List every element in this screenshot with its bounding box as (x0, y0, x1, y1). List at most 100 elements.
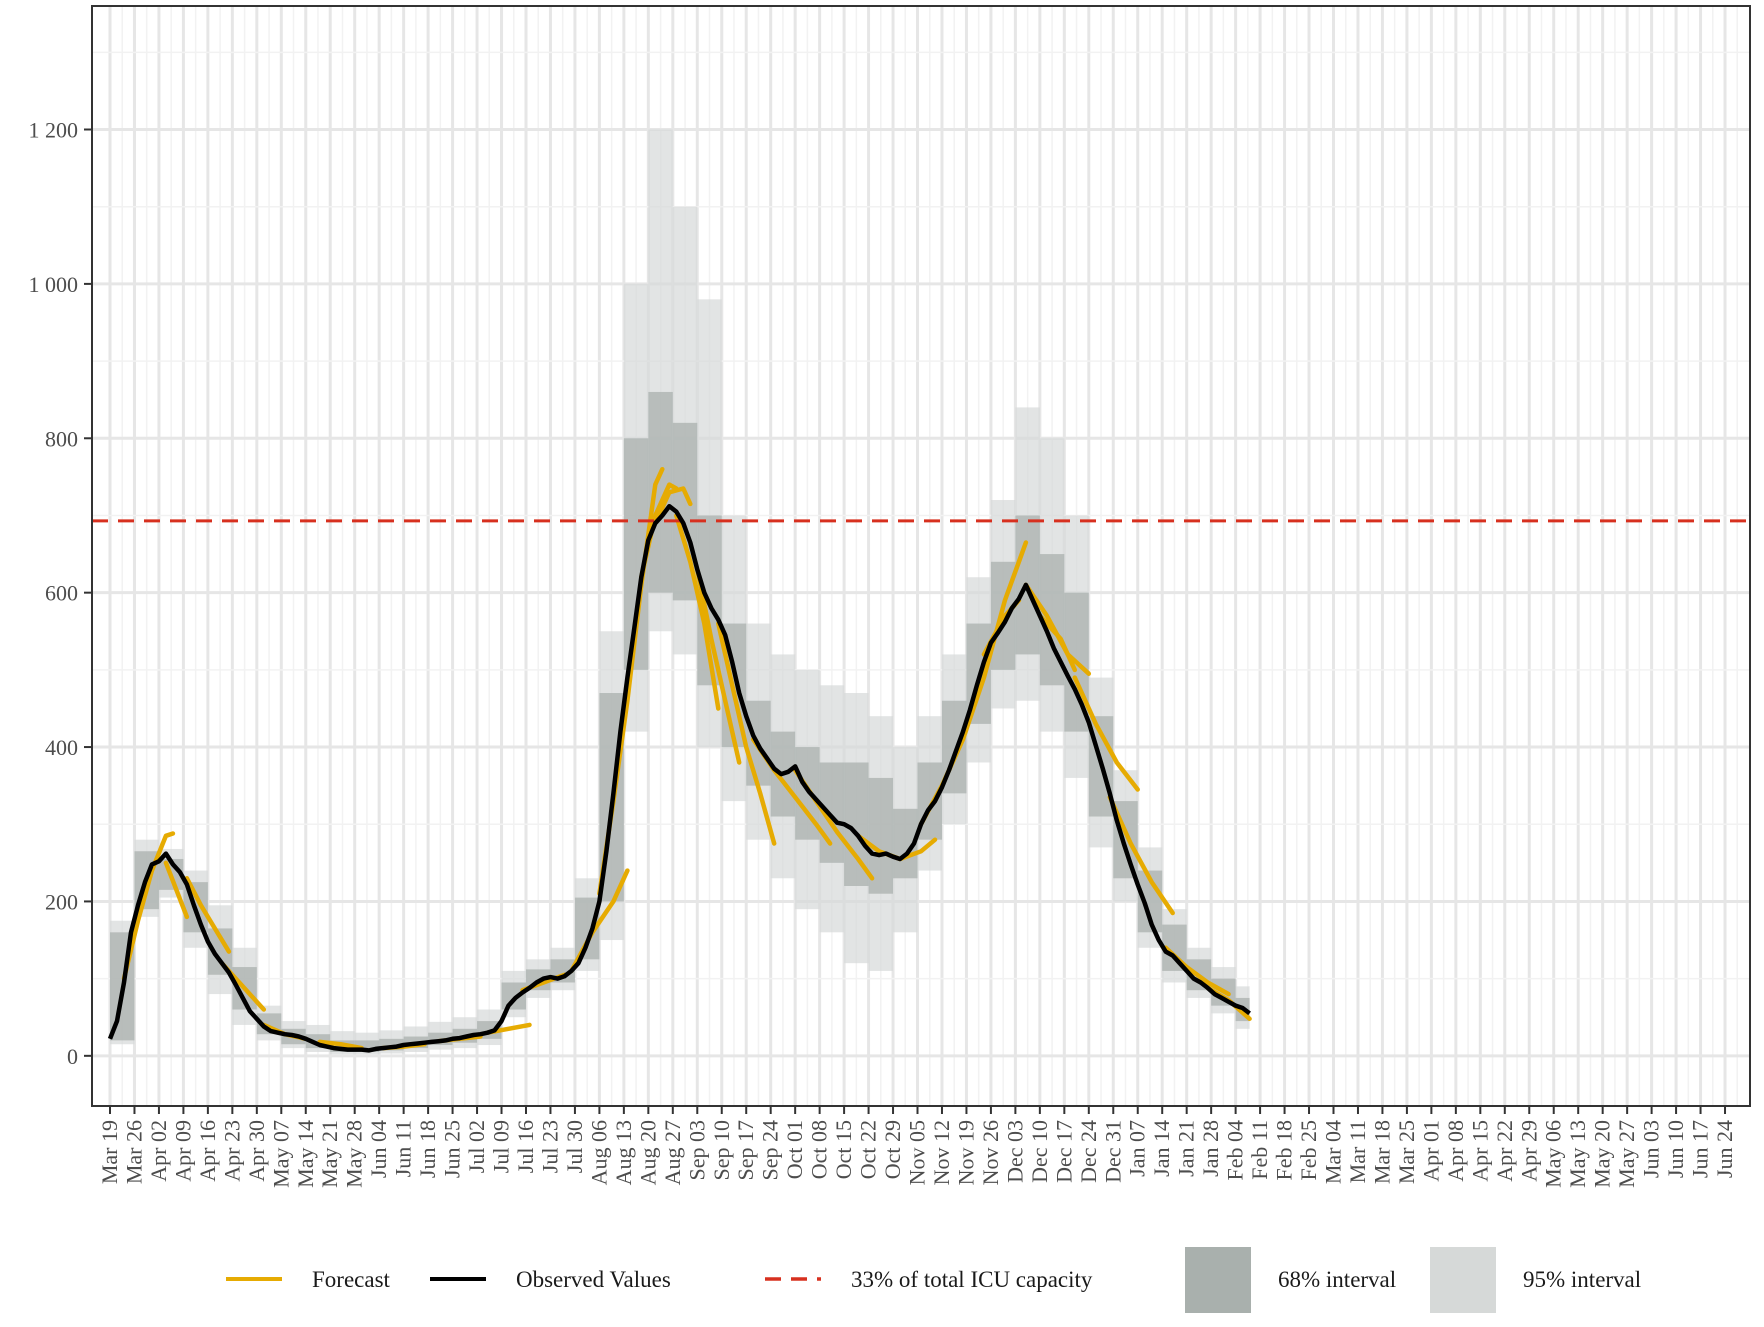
x-tick-label: Apr 02 (146, 1120, 171, 1182)
x-tick-label: Aug 27 (660, 1120, 685, 1185)
x-tick-label: Jul 23 (537, 1120, 562, 1173)
x-tick-label: Jan 28 (1198, 1120, 1223, 1177)
x-tick-label: Oct 22 (856, 1120, 881, 1179)
x-tick-label: May 21 (317, 1120, 342, 1188)
y-tick-label: 200 (45, 889, 78, 914)
x-tick-label: Jan 07 (1125, 1120, 1150, 1177)
x-tick-label: Jul 09 (489, 1120, 514, 1173)
legend-68-key (1185, 1247, 1251, 1313)
x-tick-label: Feb 04 (1223, 1120, 1248, 1181)
x-tick-label: Apr 22 (1492, 1120, 1517, 1182)
x-tick-label: Oct 01 (782, 1120, 807, 1179)
x-tick-label: Nov 26 (978, 1120, 1003, 1185)
forecast-line (653, 486, 693, 526)
forecast-line (317, 1039, 364, 1051)
panel-background (92, 6, 1750, 1106)
forecast-line (1037, 613, 1078, 673)
x-tick-label: Oct 08 (807, 1120, 832, 1179)
legend-observed-label: Observed Values (516, 1267, 671, 1292)
x-tick-label: Apr 15 (1467, 1120, 1492, 1182)
x-tick-label: Jun 24 (1712, 1120, 1737, 1178)
y-tick-label: 1 200 (29, 118, 79, 143)
interval-68-band (354, 1040, 380, 1052)
forecast-line (1107, 794, 1175, 916)
x-tick-label: Dec 03 (1002, 1120, 1027, 1183)
grid (92, 6, 1750, 1106)
legend: Forecast Observed Values 33% of total IC… (226, 1247, 1641, 1313)
y-tick-label: 600 (45, 581, 78, 606)
x-tick-label: May 07 (268, 1120, 293, 1188)
y-tick-label: 800 (45, 426, 78, 451)
x-tick-label: Jun 11 (391, 1120, 416, 1177)
interval-68-band (379, 1038, 404, 1051)
x-tick-label: Apr 16 (195, 1120, 220, 1182)
legend-68-label: 68% interval (1278, 1267, 1396, 1292)
y-tick-label: 400 (45, 735, 78, 760)
x-tick-label: Apr 23 (219, 1120, 244, 1182)
x-tick-label: Nov 05 (905, 1120, 930, 1185)
forecast-line (695, 567, 742, 765)
x-tick-label: Mar 26 (121, 1120, 146, 1184)
legend-forecast-label: Forecast (312, 1267, 391, 1292)
x-tick-label: Jul 02 (464, 1120, 489, 1173)
x-tick-label: Mar 18 (1369, 1120, 1394, 1184)
x-tick-label: May 27 (1614, 1120, 1639, 1188)
x-tick-label: Apr 01 (1418, 1120, 1443, 1182)
legend-95-key (1430, 1247, 1496, 1313)
forecast-line (163, 860, 190, 920)
forecast-line (184, 876, 232, 954)
x-tick-label: Oct 29 (880, 1120, 905, 1179)
x-tick-label: Jul 30 (562, 1120, 587, 1173)
y-tick-label: 1 000 (29, 272, 79, 297)
x-tick-label: Mar 25 (1394, 1120, 1419, 1184)
x-tick-label: Mar 11 (1345, 1120, 1370, 1183)
x-tick-label: Feb 25 (1296, 1120, 1321, 1181)
x-tick-label: Sep 10 (709, 1120, 734, 1181)
x-tick-label: Apr 08 (1443, 1120, 1468, 1182)
interval-68-band (501, 982, 526, 1010)
x-tick-label: Dec 17 (1051, 1120, 1076, 1183)
x-tick-label: May 14 (293, 1120, 318, 1188)
x-tick-label: Nov 19 (953, 1120, 978, 1185)
x-tick-label: Jul 16 (513, 1120, 538, 1173)
x-tick-label: Aug 13 (611, 1120, 636, 1185)
x-tick-label: Jun 03 (1639, 1120, 1664, 1178)
x-tick-label: Jun 17 (1688, 1120, 1713, 1178)
x-tick-label: May 20 (1590, 1120, 1615, 1188)
x-tick-label: Mar 19 (97, 1120, 122, 1184)
x-tick-label: Feb 11 (1247, 1120, 1272, 1180)
x-tick-label: Oct 15 (831, 1120, 856, 1179)
x-tick-label: Sep 17 (733, 1120, 758, 1181)
x-tick-label: Sep 03 (684, 1120, 709, 1181)
x-tick-label: Apr 09 (170, 1120, 195, 1182)
panel-frame (91, 5, 1751, 1107)
x-tick-label: Apr 29 (1516, 1120, 1541, 1182)
x-tick-label: Nov 12 (929, 1120, 954, 1185)
legend-capacity-label: 33% of total ICU capacity (851, 1267, 1093, 1292)
observed-line-group (107, 503, 1251, 1053)
x-tick-label: Jun 18 (415, 1120, 440, 1178)
x-tick-label: Jan 21 (1174, 1120, 1199, 1177)
interval-68-band (868, 777, 894, 894)
forecast-line (674, 513, 721, 711)
x-tick-label: Jun 10 (1663, 1120, 1688, 1178)
x-tick-label: Jun 04 (366, 1120, 391, 1178)
forecast-line (716, 621, 777, 846)
x-tick-label: Jun 25 (440, 1120, 465, 1178)
forecast-line (1072, 675, 1140, 792)
x-tick-label: May 28 (342, 1120, 367, 1188)
x-tick-label: Aug 20 (635, 1120, 660, 1185)
legend-95-label: 95% interval (1523, 1267, 1641, 1292)
x-tick-label: Aug 06 (586, 1120, 611, 1185)
x-tick-label: May 13 (1565, 1120, 1590, 1188)
x-tick-label: Dec 31 (1100, 1120, 1125, 1183)
x-axis: Mar 19 Mar 26 Apr 02 Apr 09 Apr 16 Apr 23 Apr … (97, 1106, 1737, 1188)
x-tick-label: Dec 24 (1076, 1120, 1101, 1183)
x-tick-label: Mar 04 (1321, 1120, 1346, 1184)
x-tick-label: Jan 14 (1149, 1120, 1174, 1177)
x-tick-label: May 06 (1541, 1120, 1566, 1188)
forecast-line (121, 831, 176, 981)
x-tick-label: Sep 24 (758, 1120, 783, 1181)
